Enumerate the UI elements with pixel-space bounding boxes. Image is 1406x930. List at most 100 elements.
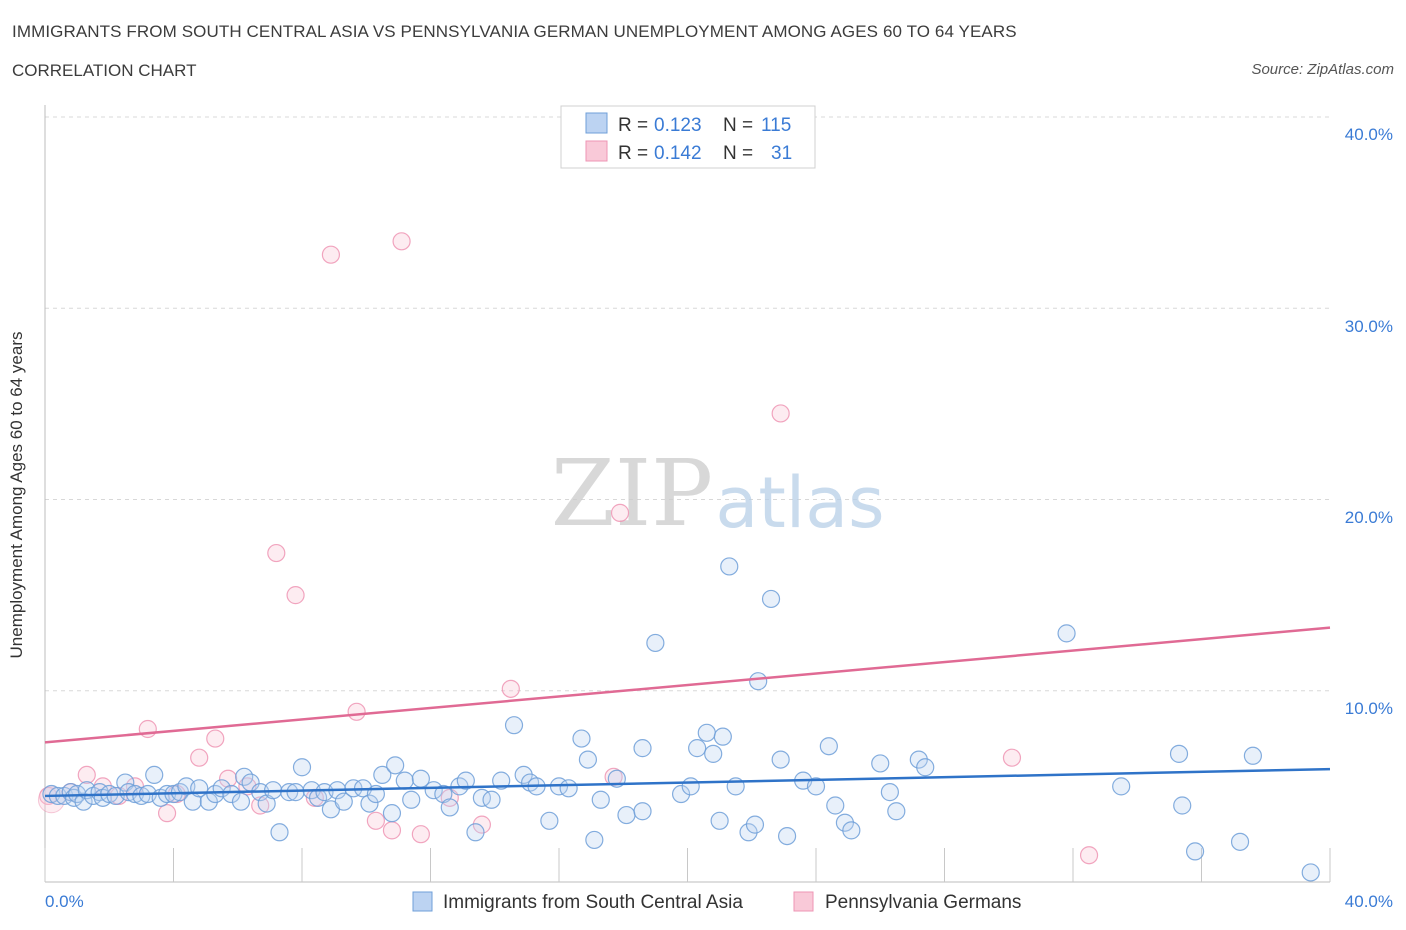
- legend-series: Immigrants from South Central Asia Penns…: [412, 891, 1021, 913]
- legend-swatch-pink: [585, 140, 608, 162]
- data-point: [402, 790, 421, 809]
- series-pennsylvania-germans: [37, 232, 1099, 865]
- x-tick-label-0: 0.0%: [45, 892, 84, 911]
- y-tick-label-20: 20.0%: [1345, 508, 1393, 527]
- data-point: [633, 739, 652, 758]
- data-point: [222, 784, 241, 804]
- legend-r-label: R =: [618, 115, 648, 136]
- trend-line: [44, 767, 1331, 798]
- data-point: [591, 790, 610, 809]
- data-point: [219, 769, 238, 788]
- data-point: [671, 784, 691, 804]
- grid-lines: [45, 116, 1330, 692]
- data-point: [704, 744, 723, 763]
- data-point: [482, 790, 501, 809]
- data-point: [492, 771, 511, 790]
- legend-r-value: 0.123: [654, 115, 702, 136]
- axes: [44, 105, 1331, 883]
- data-point: [585, 830, 604, 850]
- data-point: [1173, 796, 1192, 815]
- data-point: [456, 771, 475, 790]
- data-point: [321, 245, 341, 264]
- data-point: [745, 815, 765, 834]
- data-point: [871, 754, 890, 773]
- data-point: [206, 729, 225, 748]
- y-tick-label-10: 10.0%: [1345, 699, 1393, 718]
- data-point: [1301, 863, 1320, 882]
- data-point: [466, 823, 485, 842]
- data-point: [74, 792, 93, 811]
- data-point: [617, 805, 636, 825]
- data-point: [572, 729, 591, 748]
- data-point: [77, 765, 96, 785]
- data-point: [1057, 624, 1076, 643]
- trend-line: [44, 626, 1331, 744]
- data-point: [713, 727, 732, 746]
- data-point: [771, 404, 790, 423]
- data-point: [540, 811, 559, 830]
- data-point: [1169, 744, 1189, 763]
- data-point: [270, 823, 289, 842]
- y-tick-label-30: 30.0%: [1345, 317, 1393, 336]
- data-point: [1185, 842, 1205, 861]
- legend-n-value: 115: [761, 115, 791, 136]
- data-point: [806, 777, 826, 796]
- data-point: [440, 798, 459, 817]
- data-point: [559, 779, 578, 798]
- data-point: [132, 786, 151, 806]
- data-point: [1243, 746, 1263, 765]
- data-point: [334, 792, 353, 811]
- data-point: [292, 758, 312, 777]
- tick-labels: 0.0% 40.0% 10.0% 20.0% 30.0% 40.0%: [45, 125, 1393, 911]
- data-point: [720, 557, 739, 576]
- data-point: [395, 771, 414, 790]
- data-point: [251, 796, 270, 815]
- x-tick-label-40: 40.0%: [1345, 892, 1393, 911]
- data-point: [633, 802, 652, 821]
- data-point: [231, 792, 251, 811]
- data-point: [1230, 832, 1250, 851]
- legend-series-blue: Immigrants from South Central Asia: [443, 892, 743, 913]
- data-point: [710, 811, 729, 830]
- watermark-zip: ZIP: [551, 440, 713, 547]
- data-point: [373, 765, 392, 785]
- data-point: [681, 777, 700, 796]
- data-point: [37, 786, 65, 814]
- data-point: [382, 821, 402, 840]
- data-point: [916, 758, 935, 777]
- data-point: [749, 672, 768, 691]
- series-immigrants-south-central-asia: [42, 557, 1320, 882]
- data-point: [880, 783, 899, 802]
- data-point: [411, 825, 430, 844]
- legend-swatch-pink: [793, 891, 814, 912]
- legend-stats: R = 0.123 N = 115 R = 0.142 N = 31: [560, 105, 816, 169]
- data-point: [267, 543, 286, 563]
- legend-swatch-blue: [585, 112, 608, 134]
- data-point: [157, 804, 177, 823]
- data-point: [190, 748, 209, 767]
- chart-title: IMMIGRANTS FROM SOUTH CENTRAL ASIA VS PE…: [12, 22, 1017, 41]
- legend-n-label: N =: [723, 115, 753, 136]
- data-point: [1079, 846, 1099, 865]
- data-point: [771, 750, 790, 769]
- data-point: [819, 737, 838, 756]
- data-point: [501, 679, 520, 698]
- watermark-atlas: atlas: [715, 462, 884, 544]
- legend-n-value: 31: [771, 143, 792, 164]
- trend-lines: [44, 626, 1331, 798]
- watermark: ZIP atlas: [551, 440, 885, 547]
- data-point: [761, 589, 781, 609]
- y-tick-label-40: 40.0%: [1345, 125, 1393, 144]
- data-point: [286, 783, 305, 802]
- data-point: [382, 804, 402, 823]
- data-point: [347, 702, 366, 721]
- data-point: [777, 826, 797, 846]
- data-point: [697, 723, 716, 742]
- data-point: [386, 756, 405, 775]
- data-point: [286, 586, 305, 605]
- legend-swatch-blue: [412, 891, 433, 912]
- data-point: [688, 739, 707, 758]
- legend-n-label: N =: [723, 143, 753, 164]
- data-point: [887, 802, 906, 821]
